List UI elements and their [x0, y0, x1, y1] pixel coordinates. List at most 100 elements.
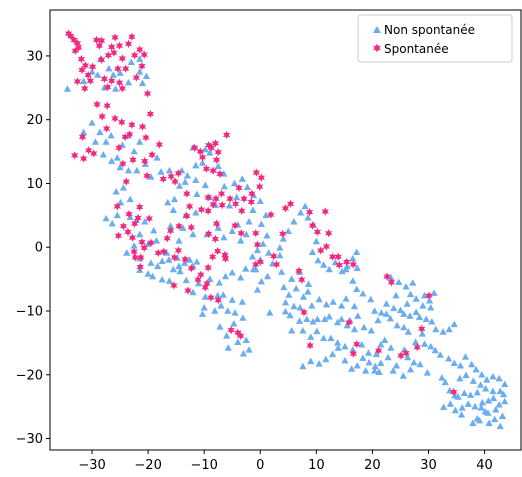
- point-spontanee: [308, 221, 317, 230]
- point-non-spontanee: [123, 249, 131, 256]
- point-spontanee: [353, 339, 361, 349]
- point-spontanee: [374, 346, 383, 355]
- point-non-spontanee: [377, 359, 385, 367]
- point-non-spontanee: [237, 237, 245, 244]
- point-non-spontanee: [406, 365, 415, 373]
- point-spontanee: [122, 177, 130, 186]
- point-non-spontanee: [136, 68, 144, 75]
- point-spontanee: [184, 286, 192, 295]
- point-non-spontanee: [427, 342, 435, 350]
- point-non-spontanee: [109, 71, 117, 78]
- point-spontanee: [64, 29, 73, 38]
- point-non-spontanee: [193, 190, 201, 198]
- point-non-spontanee: [280, 283, 288, 291]
- point-spontanee: [136, 202, 144, 212]
- point-non-spontanee: [253, 286, 262, 293]
- point-non-spontanee: [422, 315, 430, 323]
- point-non-spontanee: [438, 374, 446, 381]
- point-spontanee: [130, 247, 138, 256]
- point-non-spontanee: [450, 359, 458, 367]
- point-non-spontanee: [477, 381, 485, 388]
- point-spontanee: [240, 194, 248, 203]
- point-spontanee: [92, 35, 101, 45]
- y-tick-label: −10: [16, 304, 43, 319]
- point-non-spontanee: [495, 400, 503, 408]
- point-non-spontanee: [224, 344, 232, 351]
- point-spontanee: [104, 51, 112, 60]
- point-non-spontanee: [375, 368, 383, 375]
- point-non-spontanee: [175, 262, 183, 270]
- point-non-spontanee: [99, 150, 107, 158]
- point-non-spontanee: [214, 162, 222, 169]
- point-spontanee: [113, 202, 121, 211]
- plot-frame: [49, 9, 522, 451]
- point-spontanee: [131, 51, 139, 60]
- point-non-spontanee: [337, 302, 346, 309]
- point-non-spontanee: [360, 323, 368, 331]
- point-non-spontanee: [430, 289, 438, 296]
- point-spontanee: [204, 263, 212, 272]
- point-non-spontanee: [392, 362, 401, 369]
- point-non-spontanee: [157, 168, 165, 175]
- point-spontanee: [170, 253, 179, 262]
- point-non-spontanee: [231, 309, 239, 316]
- point-non-spontanee: [238, 298, 246, 305]
- point-non-spontanee: [248, 252, 257, 260]
- point-spontanee: [115, 143, 123, 152]
- point-non-spontanee: [501, 380, 509, 388]
- point-non-spontanee: [489, 372, 497, 380]
- point-non-spontanee: [245, 346, 253, 353]
- point-non-spontanee: [144, 240, 152, 247]
- point-non-spontanee: [406, 290, 415, 298]
- point-spontanee: [78, 65, 86, 75]
- point-non-spontanee: [263, 272, 272, 280]
- point-non-spontanee: [130, 147, 138, 155]
- point-spontanee: [281, 204, 290, 213]
- point-non-spontanee: [179, 224, 187, 231]
- point-non-spontanee: [307, 357, 315, 365]
- point-non-spontanee: [133, 166, 141, 174]
- point-non-spontanee: [176, 267, 184, 275]
- point-non-spontanee: [201, 181, 209, 189]
- point-spontanee: [131, 253, 139, 262]
- point-spontanee: [313, 227, 322, 237]
- point-spontanee: [141, 156, 149, 166]
- point-spontanee: [166, 226, 175, 235]
- point-spontanee: [214, 295, 222, 305]
- point-spontanee: [81, 84, 89, 93]
- point-non-spontanee: [80, 77, 88, 85]
- point-non-spontanee: [214, 291, 222, 299]
- y-tick-label: 0: [35, 241, 43, 256]
- point-spontanee: [349, 260, 357, 269]
- point-non-spontanee: [315, 295, 323, 303]
- point-spontanee: [231, 221, 239, 230]
- point-non-spontanee: [374, 316, 382, 324]
- point-non-spontanee: [154, 262, 162, 270]
- point-spontanee: [95, 41, 103, 50]
- point-non-spontanee: [279, 235, 287, 242]
- point-spontanee: [128, 120, 136, 129]
- point-spontanee: [300, 308, 308, 317]
- point-spontanee: [321, 207, 329, 216]
- point-spontanee: [163, 234, 171, 243]
- point-spontanee: [218, 200, 226, 210]
- point-non-spontanee: [113, 154, 121, 161]
- point-spontanee: [317, 246, 325, 255]
- point-spontanee: [286, 199, 295, 209]
- point-non-spontanee: [338, 267, 346, 275]
- point-non-spontanee: [239, 349, 248, 357]
- point-non-spontanee: [169, 265, 177, 273]
- point-non-spontanee: [432, 325, 440, 333]
- point-spontanee: [143, 171, 151, 180]
- point-non-spontanee: [288, 275, 296, 282]
- point-spontanee: [111, 33, 119, 42]
- point-non-spontanee: [354, 312, 362, 319]
- point-spontanee: [143, 89, 152, 98]
- point-non-spontanee: [194, 279, 203, 287]
- point-non-spontanee: [198, 159, 207, 166]
- point-non-spontanee: [451, 392, 459, 399]
- point-spontanee: [114, 64, 122, 73]
- point-non-spontanee: [112, 187, 120, 195]
- point-non-spontanee: [456, 374, 464, 382]
- point-spontanee: [104, 82, 112, 92]
